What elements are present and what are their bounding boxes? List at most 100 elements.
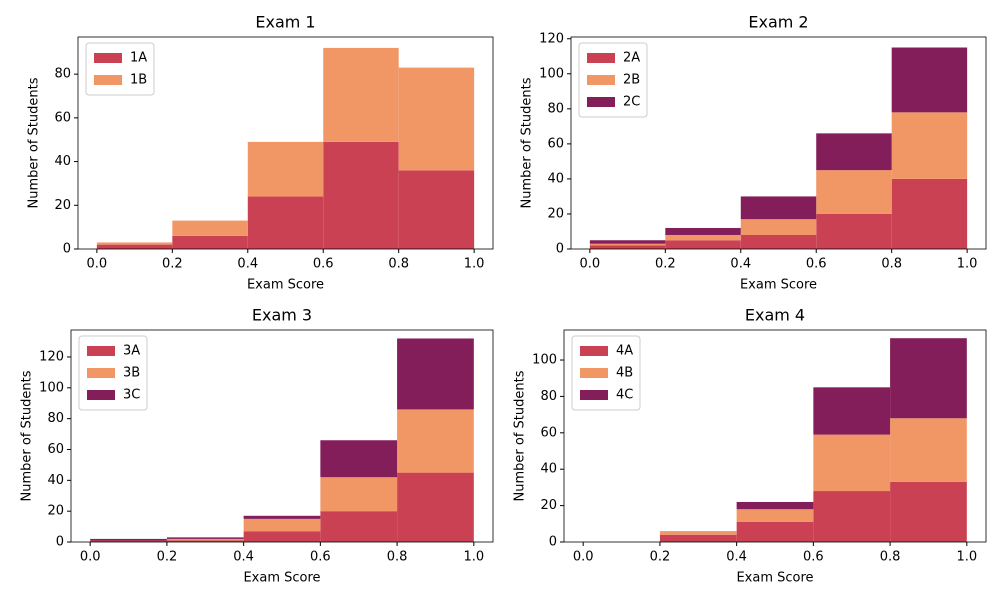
bar: [890, 338, 967, 419]
legend-label: 3C: [123, 388, 140, 403]
x-tick-label: 0.0: [580, 257, 601, 272]
x-axis-label: Exam Score: [247, 278, 324, 293]
legend-label: 2C: [623, 95, 640, 110]
x-tick-label: 0.6: [803, 550, 824, 565]
axes-frame: [570, 36, 987, 250]
y-tick-label: 60: [47, 442, 64, 457]
y-axis-label: Number of Students: [513, 370, 528, 501]
x-axis-label: Exam Score: [243, 571, 320, 586]
y-tick-label: 20: [547, 206, 564, 221]
bar: [813, 491, 891, 542]
x-tick-label: 0.6: [310, 550, 331, 565]
x-tick-label: 0.8: [881, 257, 902, 272]
legend-label: 1A: [130, 51, 147, 66]
axes-frame: [77, 36, 494, 250]
y-tick-label: 120: [39, 349, 64, 364]
bar: [740, 196, 817, 220]
y-axis-label: Number of Students: [520, 77, 535, 208]
bar: [659, 534, 737, 542]
y-tick-label: 60: [54, 110, 71, 125]
legend-label: 2B: [623, 73, 640, 88]
x-axis-label: Exam Score: [740, 278, 817, 293]
bar: [816, 213, 892, 249]
bar: [90, 540, 167, 542]
bar: [320, 477, 398, 512]
bar: [736, 509, 814, 522]
bar: [736, 501, 814, 510]
y-tick-label: 100: [539, 66, 564, 81]
y-tick-label: 40: [54, 154, 71, 169]
axes-frame: [70, 329, 494, 543]
subplot-title: Exam 2: [748, 13, 808, 32]
bar: [243, 531, 321, 542]
bar: [740, 219, 817, 235]
y-tick-label: 100: [39, 380, 64, 395]
legend-swatch: [580, 368, 608, 378]
x-tick-label: 0.4: [233, 550, 254, 565]
x-axis-label: Exam Score: [736, 571, 813, 586]
y-tick-label: 20: [540, 498, 557, 513]
legend-label: 2A: [623, 51, 640, 66]
legend-swatch: [587, 53, 615, 63]
bar: [665, 240, 741, 249]
bar: [813, 434, 891, 492]
bar: [247, 196, 324, 249]
bar: [736, 521, 814, 542]
x-tick-label: 0.6: [806, 257, 827, 272]
bar: [243, 515, 321, 519]
legend-label: 1B: [130, 73, 147, 88]
bar: [397, 472, 474, 542]
x-tick-label: 0.2: [162, 257, 183, 272]
legend-swatch: [87, 346, 115, 356]
legend-swatch: [87, 390, 115, 400]
subplot-title: Exam 4: [745, 306, 805, 325]
subplot: 0.0 0.2 0.4 0.6 0.8 1.0 0 20 40 60 80 Exam 1 Exam Sc…: [27, 13, 494, 293]
x-tick-label: 0.8: [387, 550, 408, 565]
axes-frame: [563, 329, 987, 543]
legend-swatch: [587, 75, 615, 85]
x-tick-label: 0.8: [388, 257, 409, 272]
bar: [397, 338, 474, 410]
y-tick-label: 40: [540, 462, 557, 477]
bar: [665, 234, 741, 241]
y-tick-label: 0: [549, 535, 557, 550]
legend-label: 3B: [123, 366, 140, 381]
x-tick-label: 0.8: [880, 550, 901, 565]
x-tick-label: 0.2: [655, 257, 676, 272]
bar: [398, 67, 475, 171]
bar: [659, 531, 737, 535]
subplot: 0.0 0.2 0.4 0.6 0.8 1.0 0 20 40 60 80 100 120 Exam 3 E…: [20, 306, 494, 586]
y-tick-label: 80: [54, 67, 71, 82]
bar: [323, 47, 399, 142]
bar: [816, 133, 892, 171]
x-tick-label: 0.4: [237, 257, 258, 272]
y-tick-label: 60: [540, 425, 557, 440]
bar: [243, 518, 321, 532]
y-tick-label: 60: [547, 136, 564, 151]
y-tick-label: 120: [539, 31, 564, 46]
legend-label: 4A: [616, 344, 633, 359]
bar: [890, 481, 967, 542]
y-tick-label: 0: [63, 242, 71, 257]
subplot-title: Exam 3: [252, 306, 312, 325]
bar: [589, 243, 666, 246]
x-tick-label: 0.0: [87, 257, 108, 272]
y-axis-label: Number of Students: [27, 77, 42, 208]
y-tick-label: 20: [47, 504, 64, 519]
x-tick-label: 1.0: [463, 550, 484, 565]
legend-swatch: [587, 97, 615, 107]
bar: [813, 387, 891, 435]
bar: [589, 240, 666, 244]
bar: [90, 538, 167, 541]
y-tick-label: 100: [532, 353, 557, 368]
bar: [172, 235, 248, 249]
x-tick-label: 0.2: [650, 550, 671, 565]
legend-swatch: [94, 75, 122, 85]
y-tick-label: 20: [54, 198, 71, 213]
bar: [320, 440, 398, 478]
bar: [247, 141, 324, 197]
bar: [166, 537, 244, 539]
bar: [740, 234, 817, 249]
